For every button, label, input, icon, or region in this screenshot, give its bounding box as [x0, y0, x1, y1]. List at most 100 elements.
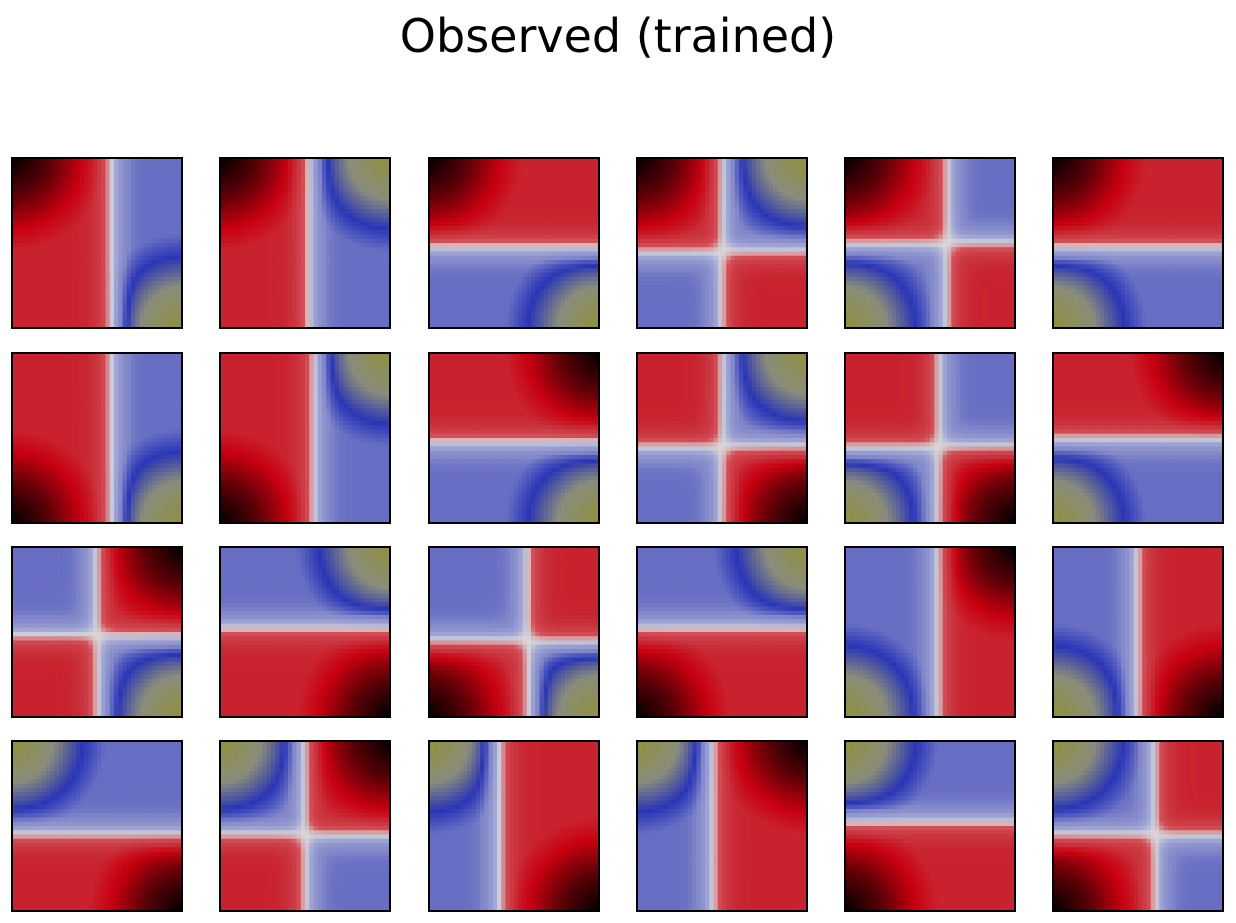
heatmap-cell [46, 286, 51, 291]
heatmap-cell [377, 184, 382, 189]
heatmap-cell [135, 179, 140, 184]
heatmap-cell [50, 171, 55, 176]
heatmap-cell [110, 273, 115, 278]
heatmap-cell [59, 256, 64, 261]
heatmap-cell [33, 260, 38, 265]
heatmap-cell [80, 167, 85, 172]
heatmap-cell [101, 303, 106, 308]
heatmap-cell [72, 222, 77, 227]
heatmap-cell [33, 184, 38, 189]
heatmap-cell [67, 286, 72, 291]
heatmap-cell [288, 256, 293, 261]
heatmap-cell [55, 213, 60, 218]
heatmap-cell [280, 171, 285, 176]
heatmap-cell [314, 179, 319, 184]
heatmap-cell [25, 294, 30, 299]
heatmap-cell [72, 320, 77, 325]
heatmap-cell [25, 298, 30, 303]
heatmap-cell [33, 281, 38, 286]
heatmap-cell [72, 192, 77, 197]
heatmap-cell [72, 277, 77, 282]
heatmap-cell [263, 230, 268, 235]
heatmap-cell [72, 235, 77, 240]
heatmap-cell [80, 188, 85, 193]
heatmap-cell [148, 252, 153, 257]
heatmap-cell [297, 184, 302, 189]
heatmap-cell [373, 213, 378, 218]
heatmap-cell [89, 239, 94, 244]
heatmap-cell [322, 269, 327, 274]
heatmap-cell [25, 277, 30, 282]
heatmap-cell [309, 213, 314, 218]
heatmap-cell [67, 226, 72, 231]
heatmap-cell [131, 273, 136, 278]
heatmap-cell [280, 281, 285, 286]
heatmap-cell [131, 239, 136, 244]
heatmap-cell [25, 175, 30, 180]
heatmap-cell [246, 256, 251, 261]
heatmap-cell [118, 230, 123, 235]
heatmap-cell [89, 252, 94, 257]
heatmap-cell [55, 218, 60, 223]
heatmap-cell [224, 196, 229, 201]
heatmap-cell [165, 196, 170, 201]
heatmap-cell [301, 171, 306, 176]
heatmap-cell [33, 298, 38, 303]
heatmap-cell [356, 226, 361, 231]
heatmap-cell [157, 294, 162, 299]
heatmap-cell [21, 213, 26, 218]
heatmap-cell [110, 167, 115, 172]
heatmap-cell [33, 201, 38, 206]
heatmap-cell [343, 171, 348, 176]
heatmap-cell [174, 201, 179, 206]
heatmap-cell [21, 175, 26, 180]
heatmap-cell [246, 243, 251, 248]
heatmap-cell [63, 218, 68, 223]
heatmap-cell [46, 196, 51, 201]
heatmap-cell [148, 196, 153, 201]
heatmap-cell [322, 230, 327, 235]
heatmap-cell [55, 315, 60, 320]
heatmap-cell [84, 205, 89, 210]
heatmap-cell [331, 218, 336, 223]
heatmap-cell [241, 252, 246, 257]
heatmap-cell [59, 171, 64, 176]
heatmap-cell [297, 230, 302, 235]
heatmap-cell [123, 188, 128, 193]
heatmap-cell [288, 192, 293, 197]
heatmap-cell [161, 286, 166, 291]
heatmap-cell [271, 273, 276, 278]
heatmap-cell [106, 315, 111, 320]
heatmap-cell [250, 264, 255, 269]
heatmap-cell [322, 162, 327, 167]
heatmap-cell [118, 235, 123, 240]
heatmap-cell [135, 162, 140, 167]
heatmap-cell [258, 192, 263, 197]
heatmap-cell [288, 213, 293, 218]
heatmap-cell [101, 167, 106, 172]
heatmap-cell [84, 201, 89, 206]
heatmap-cell [131, 281, 136, 286]
heatmap-cell [224, 171, 229, 176]
heatmap-cell [148, 315, 153, 320]
heatmap-cell [301, 188, 306, 193]
heatmap-cell [373, 256, 378, 261]
heatmap-cell [305, 209, 310, 214]
heatmap-cell [382, 243, 387, 248]
heatmap-cell [123, 290, 128, 295]
heatmap-cell [322, 171, 327, 176]
heatmap-cell [80, 277, 85, 282]
heatmap-cell [140, 209, 145, 214]
heatmap-cell [152, 269, 157, 274]
heatmap-cell [72, 179, 77, 184]
heatmap-cell [250, 171, 255, 176]
heatmap-cell [72, 218, 77, 223]
heatmap-cell [369, 277, 374, 282]
heatmap-cell [161, 277, 166, 282]
heatmap-cell [127, 192, 132, 197]
heatmap-cell [42, 264, 47, 269]
heatmap-cell [72, 201, 77, 206]
heatmap-cell [326, 196, 331, 201]
heatmap-cell [165, 290, 170, 295]
heatmap-cell [114, 243, 119, 248]
